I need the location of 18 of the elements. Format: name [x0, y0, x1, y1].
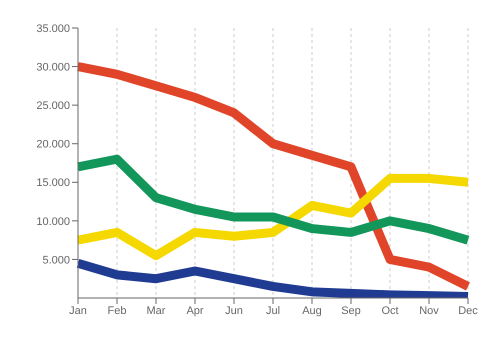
x-tick-label: Jan — [69, 304, 87, 317]
x-tick-label: Aug — [302, 304, 322, 317]
x-tick-label: Oct — [381, 304, 399, 317]
x-tick-label: Mar — [146, 304, 166, 317]
y-tick-label: 15.000 — [36, 177, 70, 190]
y-tick-label: 30.000 — [36, 61, 70, 74]
y-tick-label: 20.000 — [36, 138, 70, 151]
x-tick-label: Nov — [419, 304, 440, 317]
y-tick-label: 25.000 — [36, 100, 70, 112]
x-tick-label: Jun — [225, 304, 243, 317]
x-tick-label: Feb — [108, 304, 126, 317]
x-tick-label: Sep — [341, 304, 361, 317]
y-tick-label: 5.000 — [42, 254, 70, 266]
x-tick-label: Jul — [266, 304, 280, 317]
y-tick-label: 35.000 — [36, 22, 70, 35]
x-tick-label: Dec — [458, 304, 478, 317]
x-tick-label: Apr — [186, 304, 204, 317]
y-tick-label: 10.000 — [36, 216, 70, 228]
